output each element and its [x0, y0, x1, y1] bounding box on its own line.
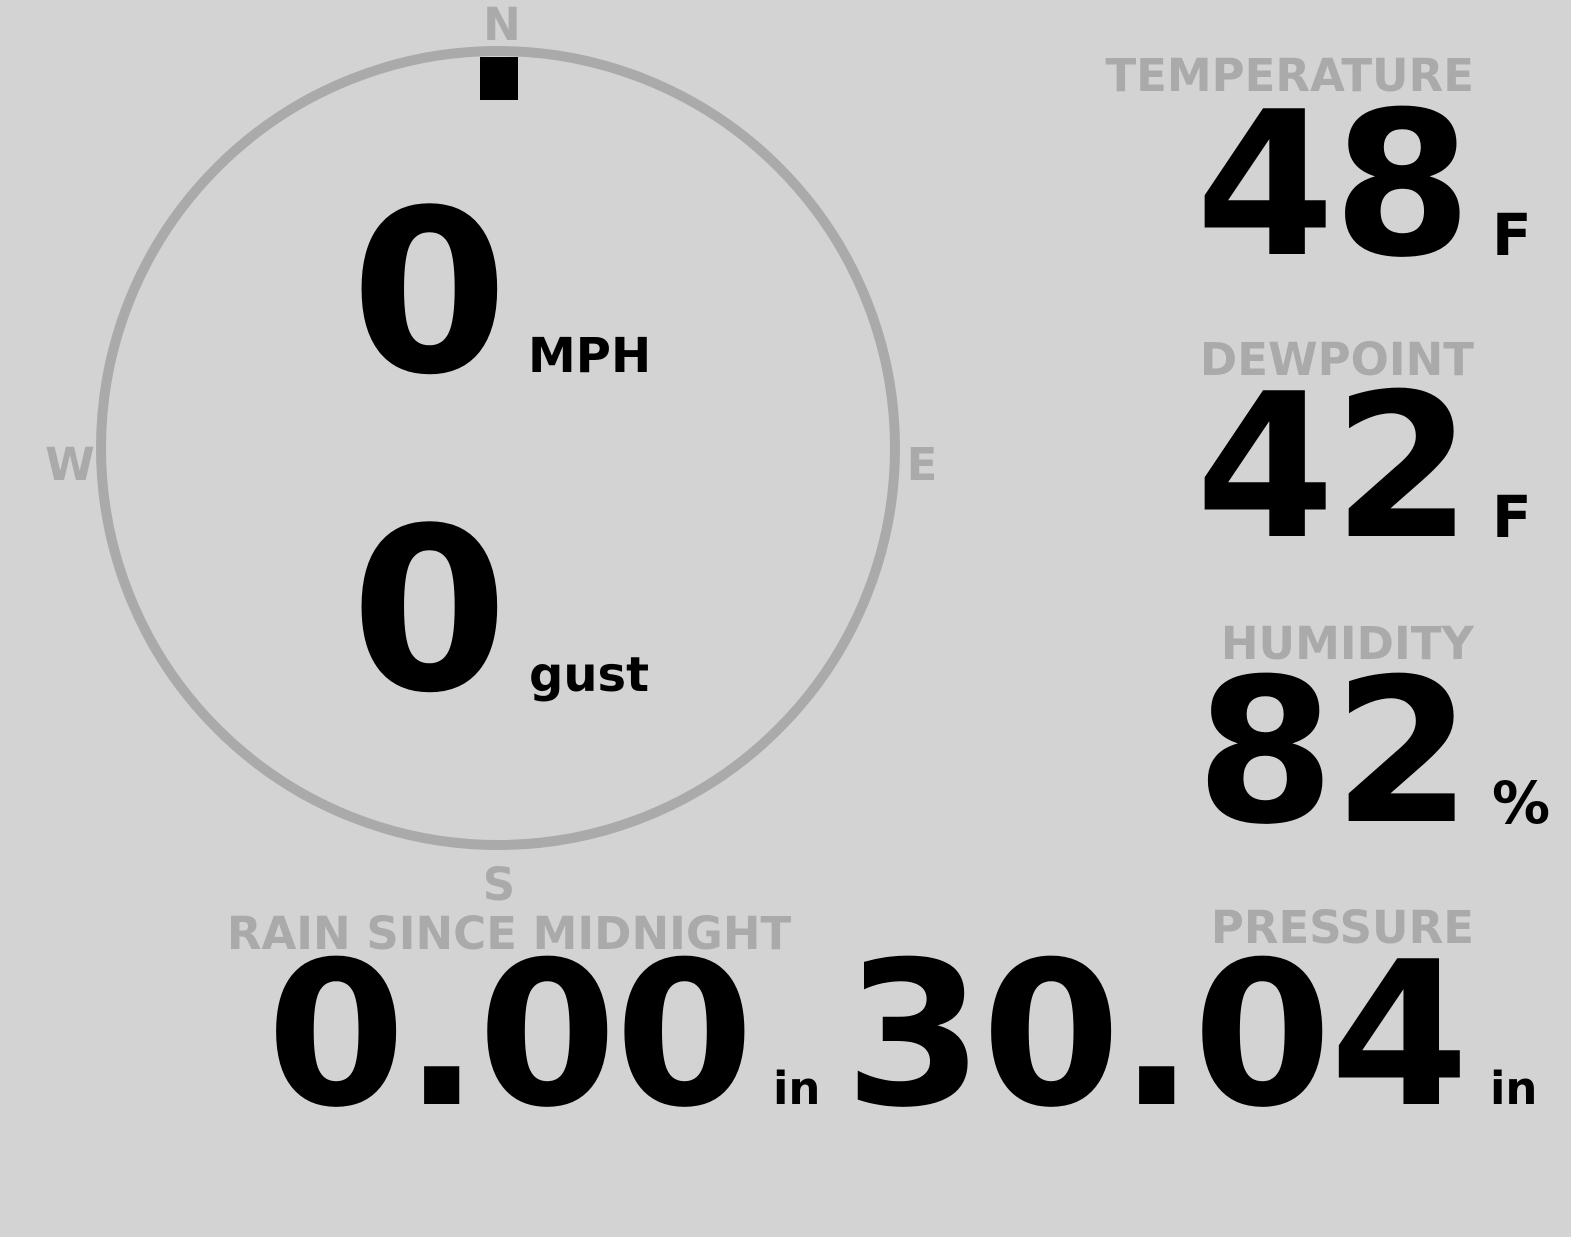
temperature-label: TEMPERATURE	[1105, 49, 1474, 102]
rain-unit: in	[773, 1062, 821, 1115]
dewpoint-value: 42	[1195, 351, 1472, 584]
gust-unit: gust	[529, 647, 650, 703]
compass-east-label: E	[906, 438, 938, 491]
wind-speed-unit: MPH	[528, 328, 652, 384]
dewpoint-unit: F	[1492, 483, 1532, 551]
wind-direction-marker	[480, 57, 518, 100]
dewpoint-label: DEWPOINT	[1199, 333, 1474, 386]
rain-label: RAIN SINCE MIDNIGHT	[226, 907, 792, 960]
compass-north-label: N	[483, 0, 521, 51]
pressure-unit: in	[1490, 1062, 1538, 1115]
compass-ring	[96, 46, 900, 850]
humidity-unit: %	[1492, 769, 1551, 837]
humidity-label: HUMIDITY	[1220, 617, 1474, 670]
rain-value: 0.00	[266, 919, 754, 1152]
compass-south-label: S	[482, 858, 516, 911]
pressure-label: PRESSURE	[1210, 901, 1474, 954]
pressure-value: 30.04	[844, 919, 1469, 1152]
gust-value: 0	[350, 480, 508, 743]
temperature-unit: F	[1492, 201, 1532, 269]
humidity-value: 82	[1195, 636, 1472, 869]
compass-west-label: W	[45, 438, 95, 491]
temperature-value: 48	[1195, 69, 1472, 302]
wind-speed-value: 0	[350, 162, 508, 425]
